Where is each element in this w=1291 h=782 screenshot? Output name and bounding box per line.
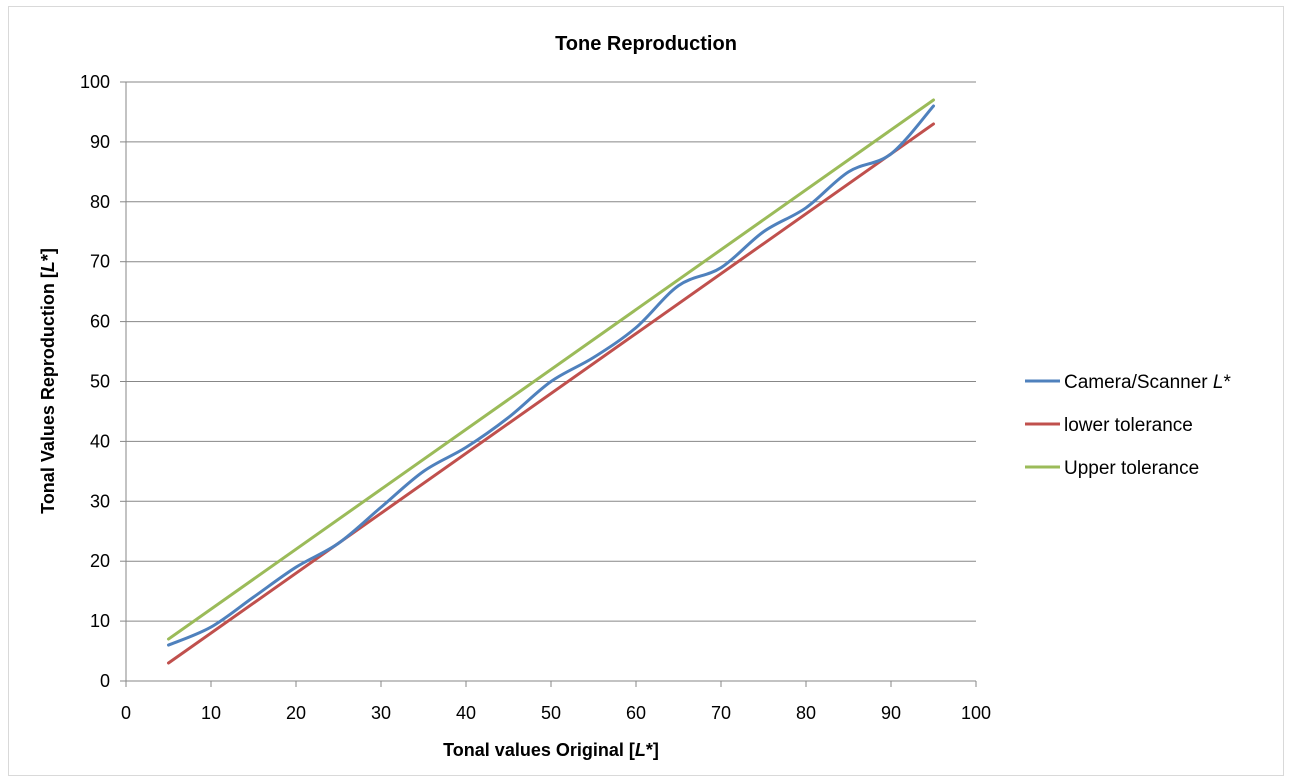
series-line-1 [167, 122, 935, 665]
x-tick-label: 0 [121, 703, 131, 723]
chart-frame [8, 6, 1284, 776]
y-tick-label: 50 [90, 372, 110, 392]
y-axis-title: Tonal Values Reproduction [L*] [38, 248, 58, 514]
y-tick-label: 80 [90, 192, 110, 212]
y-axis-ticks: 0 10 20 30 40 50 60 70 80 90 100 [80, 72, 126, 691]
y-tick-label: 10 [90, 611, 110, 631]
legend-label: Camera/Scanner L* [1064, 372, 1231, 393]
y-tick-label: 60 [90, 312, 110, 332]
x-tick-label: 90 [881, 703, 901, 723]
x-tick-label: 70 [711, 703, 731, 723]
x-tick-label: 10 [201, 703, 221, 723]
legend-label: lower tolerance [1064, 415, 1193, 436]
x-axis-title: Tonal values Original [L*] [443, 740, 659, 760]
series-lines [167, 98, 935, 665]
series-line-2 [167, 98, 935, 641]
x-tick-label: 30 [371, 703, 391, 723]
y-tick-label: 20 [90, 551, 110, 571]
x-axis-ticks: 0 10 20 30 40 50 60 70 80 90 100 [121, 681, 991, 723]
y-tick-label: 90 [90, 132, 110, 152]
legend-label: Upper tolerance [1064, 458, 1199, 479]
x-tick-label: 40 [456, 703, 476, 723]
chart-title: Tone Reproduction [555, 33, 737, 55]
x-tick-label: 20 [286, 703, 306, 723]
y-tick-label: 100 [80, 72, 110, 92]
x-tick-label: 60 [626, 703, 646, 723]
y-tick-label: 30 [90, 491, 110, 511]
legend: Camera/Scanner L* lower tolerance Upper to… [1025, 372, 1231, 479]
y-tick-label: 0 [100, 671, 110, 691]
y-tick-label: 70 [90, 252, 110, 272]
x-tick-label: 100 [961, 703, 991, 723]
gridlines [126, 81, 976, 622]
series-line-0 [167, 104, 935, 647]
x-tick-label: 50 [541, 703, 561, 723]
x-tick-label: 80 [796, 703, 816, 723]
y-tick-label: 40 [90, 431, 110, 451]
